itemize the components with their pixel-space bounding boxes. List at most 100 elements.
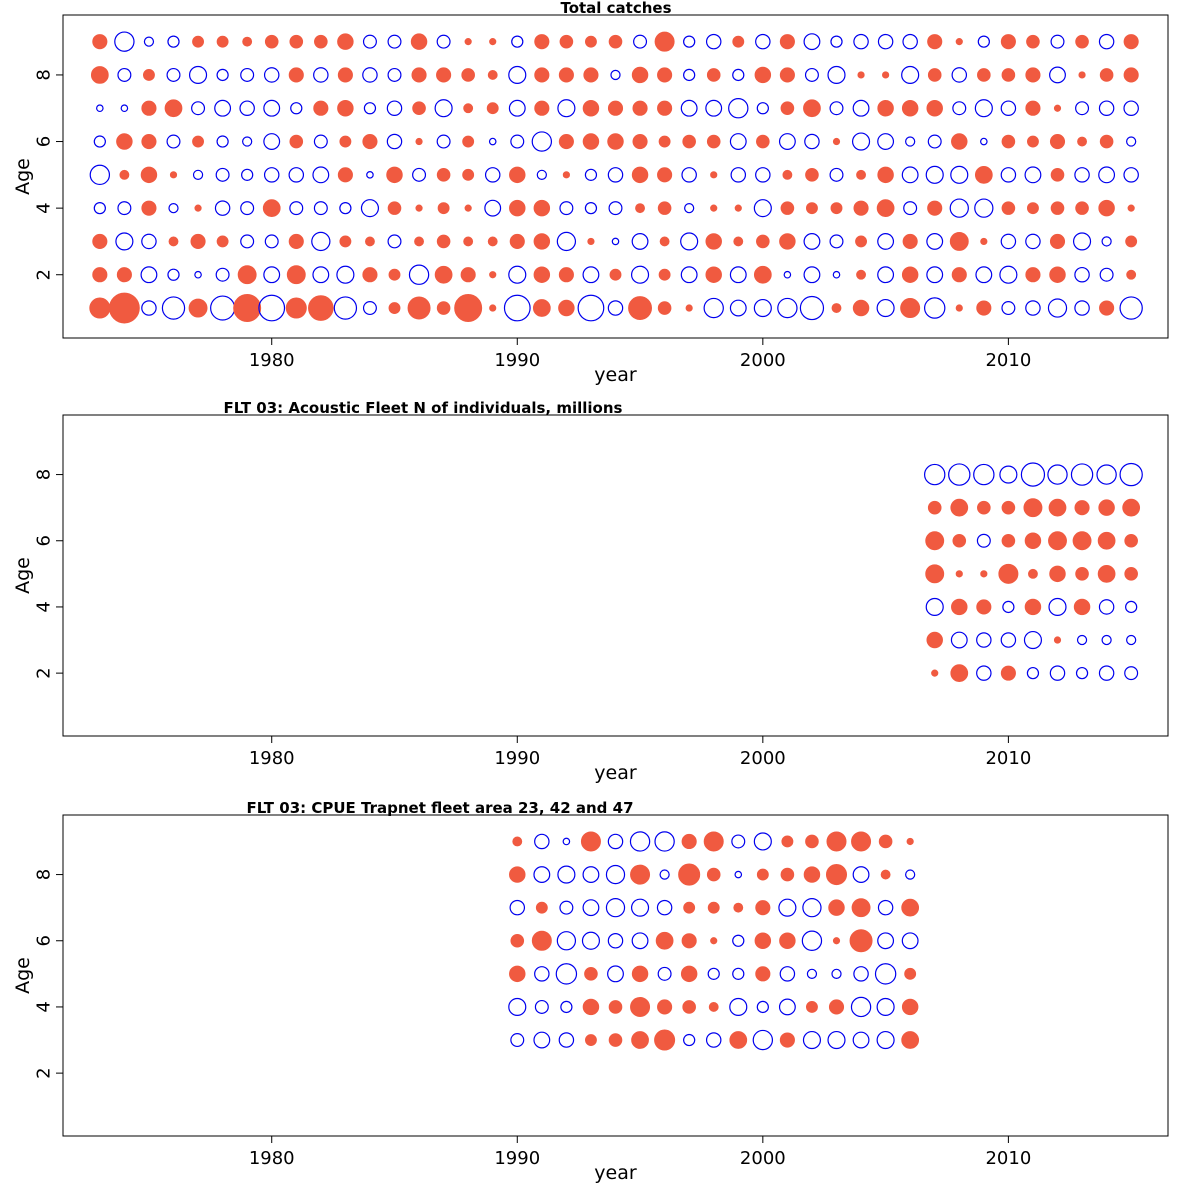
negative-residual-bubble	[555, 963, 578, 985]
negative-residual-bubble	[339, 201, 352, 215]
negative-residual-bubble	[1099, 267, 1114, 282]
negative-residual-bubble	[974, 99, 993, 118]
negative-residual-bubble	[778, 998, 796, 1016]
positive-residual-bubble	[876, 199, 895, 218]
positive-residual-bubble	[558, 299, 575, 317]
positive-residual-bubble	[803, 99, 821, 118]
positive-residual-bubble	[119, 169, 130, 180]
positive-residual-bubble	[608, 34, 623, 49]
positive-residual-bubble	[710, 937, 718, 945]
positive-residual-bubble	[362, 133, 378, 150]
positive-residual-bubble	[535, 901, 548, 914]
positive-residual-bubble	[877, 99, 894, 117]
positive-residual-bubble	[756, 134, 770, 149]
negative-residual-bubble	[980, 137, 988, 146]
negative-residual-bubble	[752, 1029, 774, 1051]
y-tick-label: 4	[34, 601, 55, 612]
negative-residual-bubble	[242, 136, 253, 147]
positive-residual-bubble	[1000, 665, 1016, 681]
positive-residual-bubble	[509, 166, 526, 184]
negative-residual-bubble	[436, 34, 451, 49]
positive-residual-bubble	[681, 933, 697, 949]
negative-residual-bubble	[1025, 300, 1041, 316]
positive-residual-bubble	[779, 67, 795, 83]
x-tick-label: 1980	[249, 350, 295, 371]
negative-residual-bubble	[93, 135, 106, 148]
negative-residual-bubble	[703, 297, 724, 319]
negative-residual-bubble	[976, 533, 991, 548]
negative-residual-bubble	[1098, 665, 1115, 681]
negative-residual-bubble	[705, 33, 722, 50]
negative-residual-bubble	[484, 199, 502, 217]
positive-residual-bubble	[414, 236, 424, 247]
negative-residual-bubble	[729, 133, 747, 150]
positive-residual-bubble	[828, 899, 845, 916]
positive-residual-bubble	[1122, 498, 1141, 517]
positive-residual-bubble	[927, 200, 943, 216]
positive-residual-bubble	[756, 234, 770, 249]
positive-residual-bubble	[1000, 34, 1016, 50]
negative-residual-bubble	[783, 270, 792, 279]
negative-residual-bubble	[926, 232, 944, 250]
negative-residual-bubble	[731, 834, 746, 849]
positive-residual-bubble	[289, 134, 304, 149]
negative-residual-bubble	[366, 171, 374, 179]
positive-residual-bubble	[1099, 134, 1114, 149]
bubble-layer	[924, 462, 1143, 682]
negative-residual-bubble	[654, 831, 675, 852]
negative-residual-bubble	[755, 33, 771, 50]
positive-residual-bubble	[116, 267, 132, 283]
positive-residual-bubble	[463, 103, 474, 114]
x-tick-label: 2010	[985, 350, 1031, 371]
negative-residual-bubble	[827, 1030, 846, 1050]
negative-residual-bubble	[756, 1000, 769, 1014]
negative-residual-bubble	[630, 265, 650, 284]
y-tick-label: 2	[34, 667, 55, 678]
negative-residual-bubble	[508, 65, 527, 85]
positive-residual-bubble	[264, 34, 279, 49]
negative-residual-bubble	[877, 133, 895, 150]
negative-residual-bubble	[681, 167, 697, 183]
positive-residual-bubble	[706, 867, 721, 882]
negative-residual-bubble	[876, 298, 895, 318]
negative-residual-bubble	[683, 1033, 696, 1047]
positive-residual-bubble	[242, 36, 253, 47]
negative-residual-bubble	[778, 898, 797, 917]
positive-residual-bubble	[705, 266, 722, 283]
negative-residual-bubble	[1123, 100, 1139, 116]
negative-residual-bubble	[114, 31, 135, 52]
negative-residual-bubble	[607, 965, 624, 983]
negative-residual-bubble	[874, 963, 897, 985]
positive-residual-bubble	[462, 135, 475, 148]
negative-residual-bubble	[510, 1033, 525, 1048]
negative-residual-bubble	[584, 168, 598, 181]
negative-residual-bubble	[214, 99, 232, 117]
negative-residual-bubble	[96, 104, 104, 113]
negative-residual-bubble	[1023, 630, 1043, 650]
positive-residual-bubble	[630, 996, 651, 1017]
positive-residual-bubble	[828, 999, 845, 1015]
negative-residual-bubble	[263, 133, 281, 150]
positive-residual-bubble	[164, 99, 183, 118]
positive-residual-bubble	[486, 102, 499, 115]
positive-residual-bubble	[856, 169, 866, 180]
negative-residual-bubble	[705, 1032, 722, 1048]
positive-residual-bubble	[365, 236, 375, 247]
positive-residual-bubble	[826, 831, 847, 852]
negative-residual-bubble	[1070, 463, 1094, 486]
negative-residual-bubble	[683, 68, 696, 82]
negative-residual-bubble	[851, 132, 871, 151]
negative-residual-bubble	[194, 270, 202, 279]
positive-residual-bubble	[631, 1031, 649, 1049]
positive-residual-bubble	[339, 135, 352, 148]
negative-residual-bubble	[950, 165, 969, 184]
positive-residual-bubble	[562, 171, 570, 179]
positive-residual-bubble	[951, 598, 968, 616]
positive-residual-bubble	[632, 100, 648, 116]
negative-residual-bubble	[387, 234, 402, 249]
negative-residual-bubble	[607, 167, 624, 183]
negative-residual-bubble	[215, 167, 230, 182]
negative-residual-bubble	[161, 296, 186, 320]
positive-residual-bubble	[512, 836, 523, 847]
negative-residual-bubble	[582, 266, 600, 284]
